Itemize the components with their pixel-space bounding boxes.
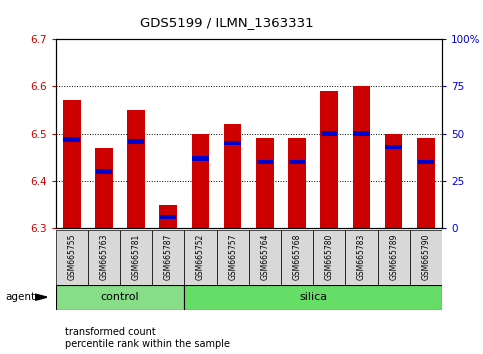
Bar xyxy=(120,230,152,285)
Bar xyxy=(88,230,120,285)
Bar xyxy=(353,86,370,228)
Text: GSM665768: GSM665768 xyxy=(293,233,301,280)
Bar xyxy=(224,124,242,228)
Bar xyxy=(127,110,145,228)
Bar xyxy=(385,144,402,149)
Text: GSM665763: GSM665763 xyxy=(99,233,108,280)
Text: GSM665757: GSM665757 xyxy=(228,233,237,280)
Bar xyxy=(353,131,369,136)
Text: silica: silica xyxy=(299,292,327,302)
Text: GSM665755: GSM665755 xyxy=(67,233,76,280)
Text: GSM665752: GSM665752 xyxy=(196,233,205,280)
Bar xyxy=(321,131,338,136)
Text: GSM665764: GSM665764 xyxy=(260,233,270,280)
Bar xyxy=(313,230,345,285)
Text: percentile rank within the sample: percentile rank within the sample xyxy=(65,339,230,349)
Text: GSM665790: GSM665790 xyxy=(421,233,430,280)
Bar xyxy=(410,230,442,285)
Bar xyxy=(320,91,338,228)
Bar xyxy=(159,205,177,228)
Text: agent: agent xyxy=(6,292,36,302)
Bar xyxy=(192,133,209,228)
Bar xyxy=(160,215,176,219)
Text: GSM665787: GSM665787 xyxy=(164,233,173,280)
Bar xyxy=(225,141,241,145)
Bar xyxy=(418,160,434,164)
Bar xyxy=(63,101,81,228)
Text: transformed count: transformed count xyxy=(65,327,156,337)
Bar xyxy=(56,230,88,285)
Bar xyxy=(378,230,410,285)
Bar xyxy=(96,169,112,174)
Text: GSM665780: GSM665780 xyxy=(325,233,334,280)
Bar xyxy=(216,230,249,285)
Bar xyxy=(345,230,378,285)
Text: GDS5199 / ILMN_1363331: GDS5199 / ILMN_1363331 xyxy=(140,16,314,29)
Text: GSM665789: GSM665789 xyxy=(389,233,398,280)
Bar xyxy=(417,138,435,228)
Bar xyxy=(249,230,281,285)
Bar xyxy=(256,160,273,164)
Bar xyxy=(192,156,209,161)
Bar xyxy=(289,160,305,164)
Text: GSM665783: GSM665783 xyxy=(357,233,366,280)
Bar xyxy=(185,230,216,285)
Bar xyxy=(281,230,313,285)
Bar xyxy=(56,285,185,310)
Bar xyxy=(385,133,402,228)
Bar xyxy=(95,148,113,228)
Bar xyxy=(128,139,144,144)
Text: GSM665781: GSM665781 xyxy=(131,233,141,280)
Bar xyxy=(63,137,80,142)
Polygon shape xyxy=(35,294,47,300)
Text: control: control xyxy=(100,292,139,302)
Bar xyxy=(152,230,185,285)
Bar xyxy=(185,285,442,310)
Bar xyxy=(288,138,306,228)
Bar xyxy=(256,138,274,228)
